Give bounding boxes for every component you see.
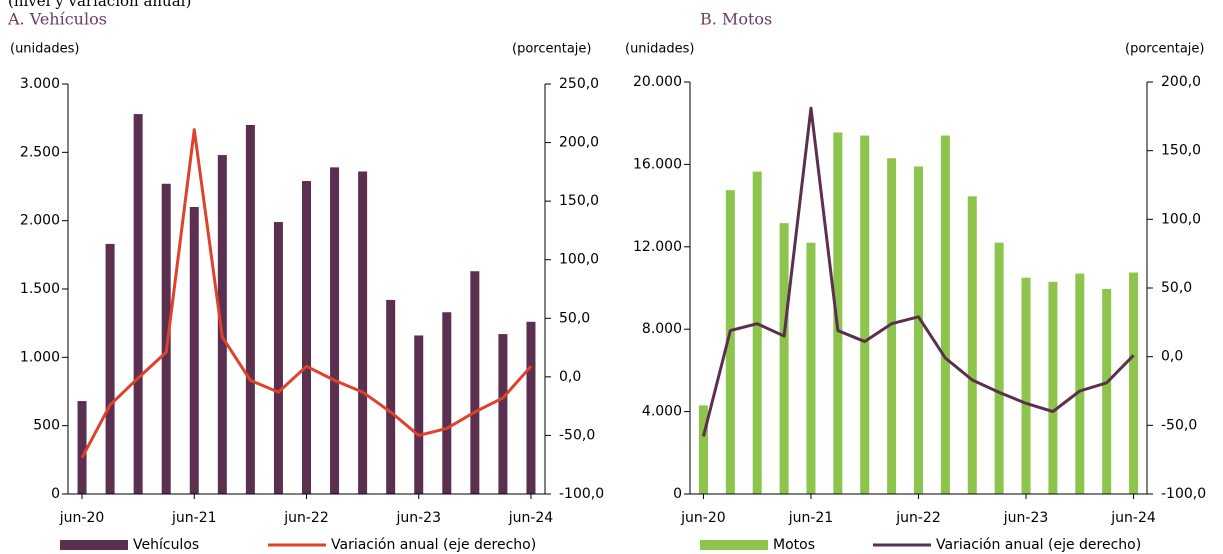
y-axis-label: (unidades) bbox=[625, 42, 694, 57]
y2-tick-label: 100,0 bbox=[559, 252, 599, 268]
y2-tick-label: 50,0 bbox=[1161, 280, 1192, 296]
bar bbox=[189, 207, 199, 494]
bar bbox=[302, 181, 311, 495]
x-tick-label: jun-23 bbox=[1003, 510, 1049, 526]
bar bbox=[806, 242, 816, 494]
y2-tick-label: -50,0 bbox=[559, 427, 595, 443]
y2-tick-label: 150,0 bbox=[559, 193, 599, 209]
y-tick-label: 3.000 bbox=[20, 76, 60, 92]
bar bbox=[470, 271, 480, 494]
bar bbox=[77, 401, 87, 494]
chart-title: B. Motos bbox=[700, 10, 772, 29]
legend-swatch bbox=[60, 540, 128, 550]
x-tick-label: jun-20 bbox=[680, 510, 726, 526]
y-axis-label: (unidades) bbox=[10, 42, 79, 57]
y-tick-label: 500 bbox=[33, 418, 60, 434]
bar bbox=[887, 158, 897, 494]
y-tick-label: 0 bbox=[673, 486, 682, 502]
y2-axis-label: (porcentaje) bbox=[512, 42, 591, 57]
bar bbox=[386, 299, 396, 494]
y2-tick-label: -50,0 bbox=[1161, 417, 1197, 433]
x-tick-label: jun-22 bbox=[283, 510, 329, 526]
bar bbox=[358, 171, 368, 494]
bar bbox=[1021, 277, 1031, 494]
bar bbox=[217, 155, 227, 495]
bar bbox=[725, 190, 735, 494]
bar bbox=[779, 223, 789, 495]
y-tick-label: 20.000 bbox=[633, 74, 682, 90]
legend-label: Variación anual (eje derecho) bbox=[936, 537, 1141, 553]
y-tick-label: 12.000 bbox=[633, 239, 682, 255]
y2-tick-label: 200,0 bbox=[1161, 74, 1201, 90]
y2-tick-label: 200,0 bbox=[559, 135, 599, 151]
bar bbox=[442, 312, 452, 494]
y2-tick-label: -100,0 bbox=[1161, 486, 1206, 502]
bar bbox=[1048, 281, 1058, 494]
bar bbox=[698, 405, 708, 494]
bar bbox=[498, 334, 508, 494]
bar bbox=[414, 335, 424, 494]
x-tick-label: jun-22 bbox=[895, 510, 941, 526]
bar bbox=[1129, 272, 1139, 494]
chart-title: A. Vehículos bbox=[7, 10, 107, 29]
bar bbox=[914, 166, 923, 494]
y2-tick-label: -100,0 bbox=[559, 486, 604, 502]
y-tick-label: 2.500 bbox=[20, 144, 60, 160]
y-tick-label: 4.000 bbox=[642, 404, 682, 420]
bar bbox=[1075, 273, 1085, 494]
bar bbox=[940, 135, 950, 494]
bar bbox=[161, 183, 171, 494]
bar bbox=[245, 125, 255, 494]
legend-label: Variación anual (eje derecho) bbox=[331, 537, 536, 553]
y2-tick-label: 0,0 bbox=[559, 369, 581, 385]
y2-axis-label: (porcentaje) bbox=[1125, 42, 1204, 57]
legend-label: Vehículos bbox=[133, 537, 199, 553]
bar bbox=[752, 171, 762, 495]
bar bbox=[833, 132, 843, 494]
y2-tick-label: 250,0 bbox=[559, 76, 599, 92]
legend-swatch bbox=[700, 540, 768, 550]
y-tick-label: 1.500 bbox=[20, 281, 60, 297]
bar bbox=[1102, 289, 1112, 494]
y-tick-label: 0 bbox=[51, 486, 60, 502]
x-tick-label: jun-24 bbox=[1110, 510, 1156, 526]
x-tick-label: jun-20 bbox=[59, 510, 105, 526]
x-tick-label: jun-23 bbox=[395, 510, 441, 526]
y2-tick-label: 50,0 bbox=[559, 310, 590, 326]
x-tick-label: jun-21 bbox=[788, 510, 834, 526]
y-tick-label: 1.000 bbox=[20, 349, 60, 365]
x-tick-label: jun-24 bbox=[508, 510, 554, 526]
bar bbox=[133, 114, 143, 495]
y2-tick-label: 0,0 bbox=[1161, 349, 1183, 365]
line-series bbox=[80, 128, 533, 459]
legend-label: Motos bbox=[773, 537, 815, 553]
subtitle: (nivel y variación anual) bbox=[8, 0, 191, 10]
y2-tick-label: 150,0 bbox=[1161, 143, 1201, 159]
line-series bbox=[701, 106, 1135, 437]
bar bbox=[330, 167, 340, 494]
bar bbox=[105, 243, 115, 494]
y-tick-label: 16.000 bbox=[633, 156, 682, 172]
y2-tick-label: 100,0 bbox=[1161, 211, 1201, 227]
y-tick-label: 8.000 bbox=[642, 321, 682, 337]
bar bbox=[526, 321, 536, 494]
bar bbox=[967, 196, 977, 494]
bar bbox=[273, 222, 283, 495]
bar bbox=[994, 242, 1004, 494]
bar bbox=[860, 135, 870, 494]
y-tick-label: 2.000 bbox=[20, 213, 60, 229]
x-tick-label: jun-21 bbox=[171, 510, 217, 526]
